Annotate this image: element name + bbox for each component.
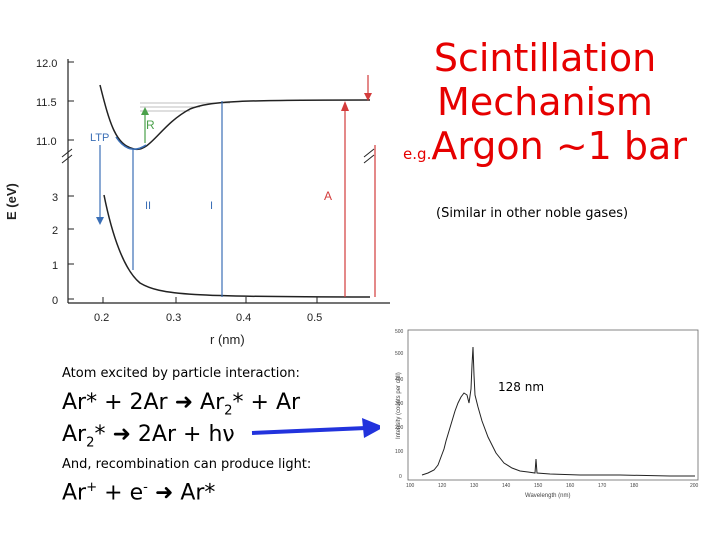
energy-diagram: 12.0 11.5 11.0 3 2 1 0 0.2 0.3 0.4 0.5 r… [0,45,395,350]
spectrum-plot: Intensity (counts per cell) 500 500 400 … [380,325,700,500]
eq3-superscript: + [86,480,98,495]
title-line3: e.g.Argon ~1 bar [400,124,690,176]
equation-1: Ar* + 2Ar ➜ Ar2* + Ar [62,390,300,418]
title-prefix: e.g. [403,145,432,163]
right-arrow-icon: ➜ [174,390,194,415]
spectrum-x-tick: 130 [470,483,479,489]
y-tick-label: 11.0 [36,136,57,148]
spectrum-y-tick: 500 [395,351,404,357]
x-tick-label: 0.3 [166,312,181,324]
y-tick-label: 11.5 [36,97,57,109]
arrow-head [362,418,384,438]
spectrum-y-tick: 0 [399,474,402,480]
note-recombination: And, recombination can produce light: [62,457,312,472]
eq1-part: Ar [193,390,225,415]
note-excited: Atom excited by particle interaction: [62,366,300,381]
r-label: R [146,118,155,132]
y-ticks [68,61,74,300]
a-arrowhead [341,101,349,111]
x-axis-label: r (nm) [210,332,245,347]
y-tick-label: 1 [52,260,58,272]
equation-3: Ar+ + e- ➜ Ar* [62,480,215,505]
eq3-part [148,480,155,505]
pointer-arrow [251,418,384,438]
ground-curve [103,194,371,298]
spectrum-x-tick: 200 [690,483,699,489]
x-tick-label: 0.5 [307,312,322,324]
spectrum-y-tick: 300 [395,401,404,407]
a-label: A [324,189,332,203]
eq3-part: Ar* [173,480,216,506]
spectrum-y-label: Intensity (counts per cell) [396,372,402,439]
r-arrowhead [141,107,149,115]
right-arrow-icon: ➜ [154,480,174,506]
y-tick-label: 3 [52,192,58,204]
spectrum-x-tick: 150 [534,483,543,489]
eq1-subscript: 2 [224,403,233,419]
spectrum-y-tick: 100 [395,449,404,455]
eq2-part: Ar [62,422,87,447]
arrow-shaft [251,426,367,435]
eq3-superscript: - [143,480,148,495]
eq1-part: Ar* + 2Ar [62,390,175,415]
top-arrowhead [364,93,372,101]
eq2-subscript: 2 [86,435,95,451]
spectrum-x-tick: 170 [598,483,607,489]
ii-label: II [145,200,151,212]
excited-curve [99,84,371,150]
subtitle: (Similar in other noble gases) [436,206,629,221]
spectrum-x-tick: 140 [502,483,511,489]
axis-break [61,148,375,164]
ltp-curve [115,136,147,150]
y-tick-label: 0 [52,295,58,307]
spectrum-y-tick: 200 [395,425,404,431]
x-tick-label: 0.2 [94,312,109,324]
x-tick-label: 0.4 [236,312,251,324]
eq1-part: * + Ar [232,390,301,415]
equation-2: Ar2* ➜ 2Ar + hν [62,422,235,450]
title-line1: Scintillation [433,36,657,80]
slide-title: Scintillation Mechanism e.g.Argon ~1 bar [400,36,690,176]
i-label: I [210,200,213,212]
spectrum-x-tick: 160 [566,483,575,489]
ltp-label: LTP [90,132,109,144]
eq3-part: Ar [62,480,87,506]
title-argon: Argon ~1 bar [431,124,687,168]
diagram-background [0,45,395,350]
right-arrow-icon: ➜ [112,422,131,447]
eq2-part: * [94,422,113,447]
spectrum-x-tick: 100 [406,483,415,489]
spectrum-y-tick: 500 [395,329,404,335]
spectrum-background [380,325,700,500]
title-line2: Mechanism [437,80,653,124]
spectrum-x-label: Wavelength (nm) [525,493,570,499]
y-tick-label: 2 [52,225,58,237]
spectrum-frame [407,329,699,481]
y-tick-label: 12.0 [36,58,57,70]
peak-label: 128 nm [498,380,544,394]
spectrum-x-tick: 180 [630,483,639,489]
spectrum-curve [421,346,695,477]
ltp-arrowhead [96,217,104,225]
eq3-part: + e [97,480,144,506]
eq2-part: 2Ar + hν [130,422,235,447]
x-ticks [102,297,318,303]
spectrum-y-tick: 400 [395,377,404,383]
spectrum-x-tick: 120 [438,483,447,489]
y-axis-label: E (eV) [4,183,19,220]
